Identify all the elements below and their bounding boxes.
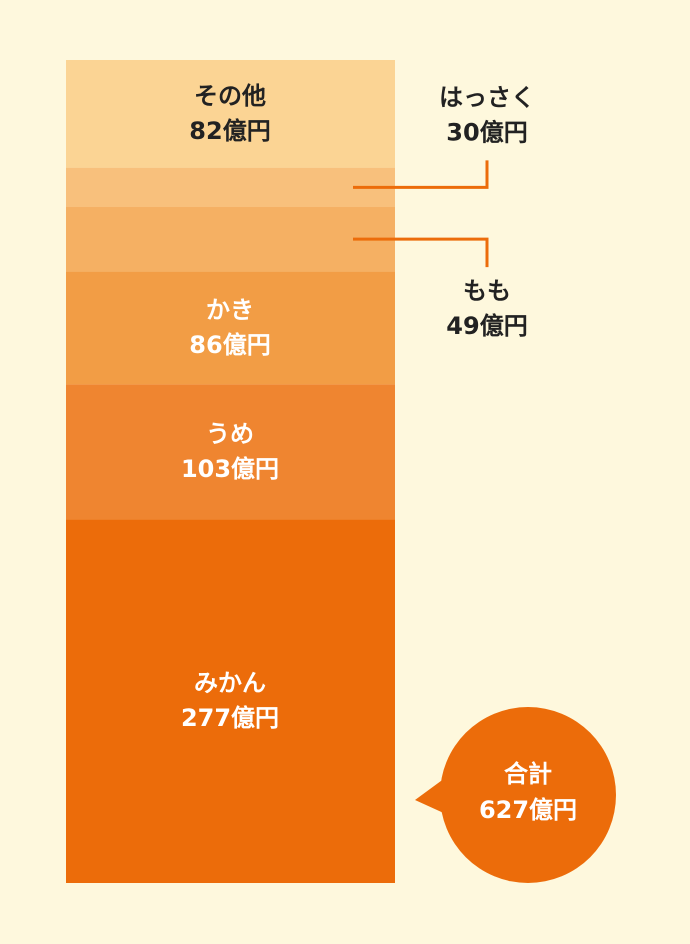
segment-value-label: 86億円 <box>189 331 270 359</box>
bar-segment <box>66 271 395 385</box>
segment-name: みかん <box>194 669 266 697</box>
segment-name: かき <box>206 296 254 324</box>
total-label: 合計 <box>504 760 552 788</box>
segment-value-label: 30億円 <box>446 118 527 146</box>
bubble-pointer <box>415 778 448 815</box>
bar-segment <box>66 207 395 272</box>
bar-segment <box>66 519 395 883</box>
segment-value-label: 277億円 <box>181 704 279 732</box>
segment-value-label: 82億円 <box>189 117 270 145</box>
bar-segment <box>66 384 395 520</box>
segment-value-label: 103億円 <box>181 455 279 483</box>
total-value-label: 627億円 <box>479 796 577 824</box>
segment-name: はっさく <box>439 83 535 111</box>
total-bubble <box>440 707 616 883</box>
segment-name: うめ <box>206 420 254 448</box>
leader-line <box>353 237 489 268</box>
segment-value-label: 49億円 <box>446 312 527 340</box>
segment-name: もも <box>463 277 511 305</box>
bar-segment <box>66 60 395 168</box>
leader-line <box>353 160 489 189</box>
bar-segment <box>66 167 395 208</box>
segment-name: その他 <box>194 82 266 110</box>
